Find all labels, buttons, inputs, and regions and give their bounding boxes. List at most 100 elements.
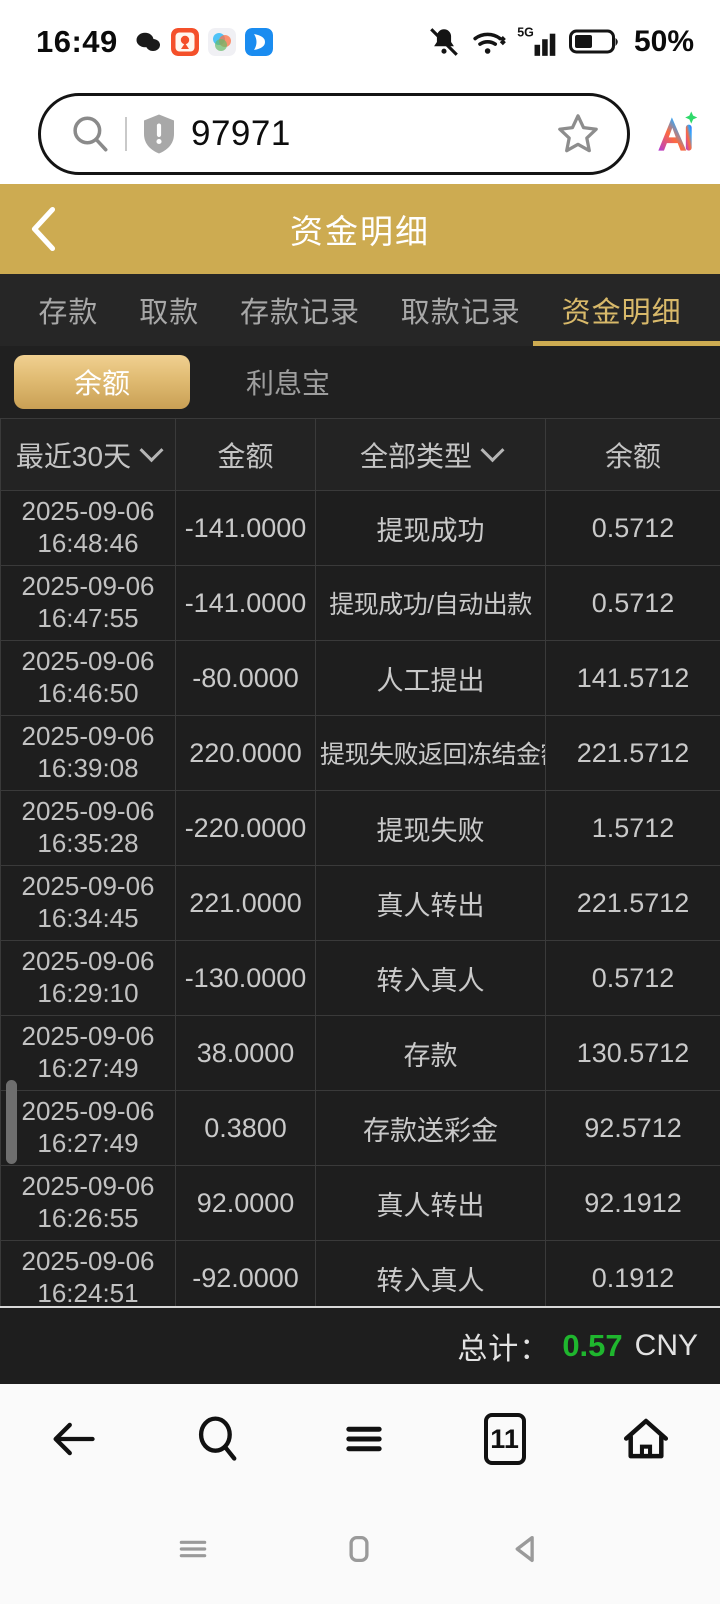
column-header-amount: 金额 (175, 418, 316, 491)
chevron-down-icon[interactable] (139, 438, 164, 463)
cell-time: 16:46:50 (37, 678, 139, 708)
wechat-icon (136, 32, 160, 51)
status-bar-system-icons: 5G 50% (427, 24, 694, 60)
subtab-interest[interactable]: 利息宝 (245, 368, 330, 399)
cell-datetime: 2025-09-06 16:39:08 (0, 715, 176, 791)
tab-count-label: 11 (490, 1423, 519, 1454)
chevron-down-icon[interactable] (480, 438, 505, 463)
url-text[interactable]: 97971 (191, 114, 291, 153)
cell-datetime: 2025-09-06 16:27:49 (0, 1015, 176, 1091)
home-icon[interactable] (619, 1412, 673, 1466)
total-currency: CNY (634, 1329, 698, 1362)
recent-apps-icon[interactable] (173, 1529, 213, 1569)
filter-date-range[interactable]: 最近30天 (0, 418, 176, 491)
subtab-balance[interactable]: 余额 (14, 355, 190, 409)
tab-deposit-records[interactable]: 存款记录 (239, 297, 360, 329)
ai-assistant-icon[interactable] (650, 109, 700, 159)
cell-balance: 0.5712 (545, 940, 720, 1016)
cell-amount: 92.0000 (175, 1165, 316, 1241)
table-row[interactable]: 2025-09-06 16:48:46 -141.0000 提现成功 0.5712 (0, 490, 720, 566)
table-row[interactable]: 2025-09-06 16:34:45 221.0000 真人转出 221.5712 (0, 865, 720, 941)
cell-time: 16:24:51 (37, 1278, 139, 1306)
cell-type: 真人转出 (315, 1165, 546, 1241)
cell-balance: 221.5712 (545, 865, 720, 941)
vertical-scrollbar-thumb[interactable] (6, 1080, 17, 1164)
omnibox-divider (125, 117, 127, 151)
cell-amount: 0.3800 (175, 1090, 316, 1166)
search-icon[interactable] (69, 113, 111, 155)
tab-fund-details[interactable]: 资金明细 (533, 274, 720, 346)
table-row[interactable]: 2025-09-06 16:47:55 -141.0000 提现成功/自动出款 0.57… (0, 565, 720, 641)
ai-assistant-button[interactable] (644, 109, 706, 159)
photos-icon (207, 28, 236, 56)
cell-amount: -130.0000 (175, 940, 316, 1016)
cell-date: 2025-09-06 (21, 571, 155, 602)
signal-icon: 5G (517, 25, 556, 56)
back-button[interactable] (0, 205, 90, 253)
cell-time: 16:34:45 (37, 903, 139, 933)
cell-date: 2025-09-06 (21, 1096, 155, 1127)
cell-amount: -92.0000 (175, 1240, 316, 1306)
tab-deposit[interactable]: 存款 (38, 297, 99, 329)
cell-time: 16:47:55 (37, 603, 139, 633)
total-value: 0.57 (562, 1328, 623, 1363)
home-button-icon[interactable] (338, 1528, 380, 1570)
table-row[interactable]: 2025-09-06 16:27:49 0.3800 存款送彩金 92.5712 (0, 1090, 720, 1166)
cell-time: 16:26:55 (37, 1203, 139, 1233)
tab-count-button[interactable]: 11 (483, 1413, 526, 1465)
cell-datetime: 2025-09-06 16:29:10 (0, 940, 176, 1016)
cell-time: 16:29:10 (37, 978, 139, 1008)
cell-balance: 92.1912 (545, 1165, 720, 1241)
cell-datetime: 2025-09-06 16:46:50 (0, 640, 176, 716)
table-row[interactable]: 2025-09-06 16:29:10 -130.0000 转入真人 0.5712 (0, 940, 720, 1016)
column-header-balance: 余额 (545, 418, 720, 491)
tab-withdraw-records[interactable]: 取款记录 (400, 297, 521, 329)
cell-time: 16:27:49 (37, 1128, 139, 1158)
ledger-table-container[interactable]: 最近30天 金额 全部类型 (0, 418, 720, 1306)
redpacket-icon (170, 28, 199, 56)
column-header-balance-label: 余额 (604, 440, 661, 472)
cell-time: 16:35:28 (37, 828, 139, 858)
cell-type: 提现成功/自动出款 (315, 565, 546, 641)
cell-date: 2025-09-06 (21, 871, 155, 902)
table-row[interactable]: 2025-09-06 16:46:50 -80.0000 人工提出 141.5712 (0, 640, 720, 716)
search-icon[interactable] (192, 1413, 244, 1465)
cell-balance: 130.5712 (545, 1015, 720, 1091)
cell-amount: 221.0000 (175, 865, 316, 941)
table-row[interactable]: 2025-09-06 16:27:49 38.0000 存款 130.5712 (0, 1015, 720, 1091)
total-label: 总计： (457, 1333, 551, 1366)
browser-address-bar: 97971 (0, 84, 720, 184)
table-row[interactable]: 2025-09-06 16:26:55 92.0000 真人转出 92.1912 (0, 1165, 720, 1241)
cell-type: 存款送彩金 (315, 1090, 546, 1166)
shield-warning-icon[interactable] (141, 113, 177, 155)
total-bar: 总计： 0.57 CNY (0, 1306, 720, 1384)
omnibox[interactable]: 97971 (38, 93, 630, 175)
battery-percentage: 50% (633, 25, 694, 58)
wifi-icon (473, 32, 506, 54)
status-bar-notification-icons (134, 28, 273, 56)
table-row[interactable]: 2025-09-06 16:39:08 220.0000 提现失败返回冻结金额 221.… (0, 715, 720, 791)
cell-type: 提现成功 (315, 490, 546, 566)
hamburger-icon[interactable] (338, 1413, 390, 1465)
chevron-left-icon[interactable] (26, 205, 64, 253)
star-outline-icon[interactable] (555, 111, 601, 157)
table-row[interactable]: 2025-09-06 16:35:28 -220.0000 提现失败 1.5712 (0, 790, 720, 866)
cell-balance: 0.5712 (545, 490, 720, 566)
cell-type: 转入真人 (315, 940, 546, 1016)
filter-type[interactable]: 全部类型 (315, 418, 546, 491)
cell-time: 16:27:49 (37, 1053, 139, 1083)
cell-balance: 141.5712 (545, 640, 720, 716)
cell-datetime: 2025-09-06 16:48:46 (0, 490, 176, 566)
tab-withdraw[interactable]: 取款 (139, 297, 200, 329)
android-system-nav (0, 1494, 720, 1604)
table-row[interactable]: 2025-09-06 16:24:51 -92.0000 转入真人 0.1912 (0, 1240, 720, 1306)
cell-type: 转入真人 (315, 1240, 546, 1306)
cell-datetime: 2025-09-06 16:34:45 (0, 865, 176, 941)
cell-date: 2025-09-06 (21, 496, 155, 527)
cell-date: 2025-09-06 (21, 796, 155, 827)
ledger-table-header: 最近30天 金额 全部类型 (0, 418, 720, 491)
cell-balance: 1.5712 (545, 790, 720, 866)
cell-date: 2025-09-06 (21, 646, 155, 677)
back-arrow-icon[interactable] (47, 1413, 99, 1465)
back-button-icon[interactable] (505, 1528, 547, 1570)
